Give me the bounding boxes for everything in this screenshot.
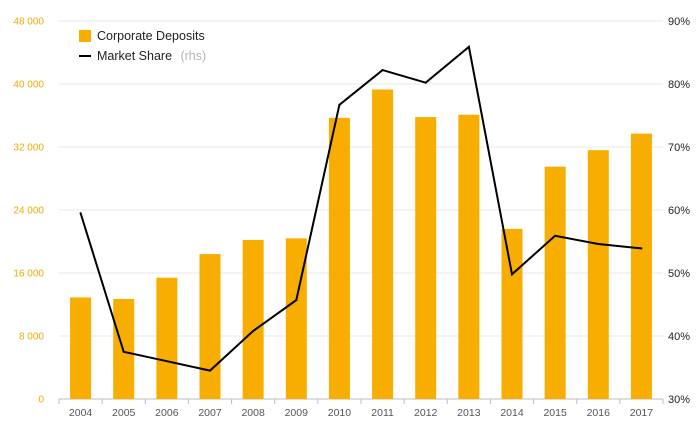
bar-2008 <box>242 239 264 399</box>
bar-2010 <box>328 117 350 400</box>
bar-2011 <box>372 89 394 399</box>
gridlines <box>59 20 663 400</box>
x-tick-label: 2010 <box>328 407 352 419</box>
bar-series-corporate-deposits <box>70 89 652 400</box>
bar-2016 <box>587 150 609 399</box>
y-left-tick-label: 24 000 <box>13 206 44 217</box>
market-share-point-2016 <box>597 243 600 246</box>
legend-label-corporate-deposits: Corporate Deposits <box>97 29 205 43</box>
y-right-tick-label: 80% <box>668 79 690 91</box>
y-right-tick-label: 70% <box>668 142 690 154</box>
market-share-point-2010 <box>338 103 341 106</box>
x-tick-label: 2006 <box>155 407 179 419</box>
y-right-tick-label: 30% <box>668 394 690 406</box>
legend-label-market-share-name: Market Share <box>97 49 172 63</box>
y-right-tick-label: 90% <box>668 16 690 28</box>
market-share-point-2014 <box>511 273 513 276</box>
x-tick-label: 2016 <box>587 407 611 419</box>
market-share-point-2015 <box>554 234 557 237</box>
y-left-tick-label: 0 <box>38 395 44 406</box>
y-axis-right: 30% 40% 50% 60% 70% 80% 90% <box>668 16 690 406</box>
x-tick-label: 2014 <box>500 407 524 419</box>
y-left-tick-label: 32 000 <box>13 143 44 154</box>
y-left-tick-label: 48 000 <box>13 17 44 28</box>
market-share-point-2012 <box>424 81 427 84</box>
x-tick-label: 2012 <box>414 407 438 419</box>
x-tick-label: 2009 <box>285 407 309 419</box>
legend: Corporate Deposits Market Share (rhs) <box>79 29 206 64</box>
legend-swatch-corporate-deposits <box>79 30 91 42</box>
y-left-tick-label: 40 000 <box>13 80 44 91</box>
bar-2007 <box>199 254 221 399</box>
bar-2015 <box>544 166 566 399</box>
x-axis: 2004 2005 2006 2007 2008 2009 2010 2011 2012 2013… <box>58 399 664 419</box>
x-tick-label: 2011 <box>371 407 394 419</box>
x-tick-label: 2007 <box>198 407 222 419</box>
legend-label-market-share-suffix: (rhs) <box>180 49 206 63</box>
line-series-market-share <box>79 44 642 372</box>
market-share-point-2017 <box>640 247 643 250</box>
x-tick-label: 2013 <box>457 407 481 419</box>
bar-2012 <box>415 117 437 399</box>
market-share-point-2009 <box>295 299 298 302</box>
bar-2013 <box>458 114 480 400</box>
y-axis-left: 0 8 000 16 000 24 000 32 000 40 000 48 000 <box>13 17 44 406</box>
x-tick-label: 2015 <box>543 407 567 419</box>
market-share-point-2006 <box>165 360 168 363</box>
market-share-point-2007 <box>209 369 211 372</box>
y-right-tick-label: 50% <box>668 268 690 280</box>
x-tick-label: 2017 <box>630 407 654 419</box>
market-share-point-2013 <box>467 45 470 48</box>
y-left-tick-label: 16 000 <box>13 269 44 280</box>
bar-2014 <box>501 228 523 399</box>
x-tick-label: 2005 <box>112 407 136 419</box>
bar-2004 <box>70 297 92 399</box>
y-right-tick-label: 40% <box>668 331 690 343</box>
market-share-point-2004 <box>79 212 82 215</box>
x-tick-label: 2004 <box>69 407 93 419</box>
y-left-tick-label: 8 000 <box>19 332 44 343</box>
market-share-point-2005 <box>122 350 125 353</box>
bar-2017 <box>630 133 652 400</box>
market-share-point-2011 <box>381 69 384 72</box>
x-tick-label: 2008 <box>241 407 265 419</box>
y-right-tick-label: 60% <box>668 205 690 217</box>
legend-label-market-share: Market Share (rhs) <box>97 47 206 64</box>
market-share-point-2008 <box>252 329 255 332</box>
bar-2006 <box>156 277 178 399</box>
